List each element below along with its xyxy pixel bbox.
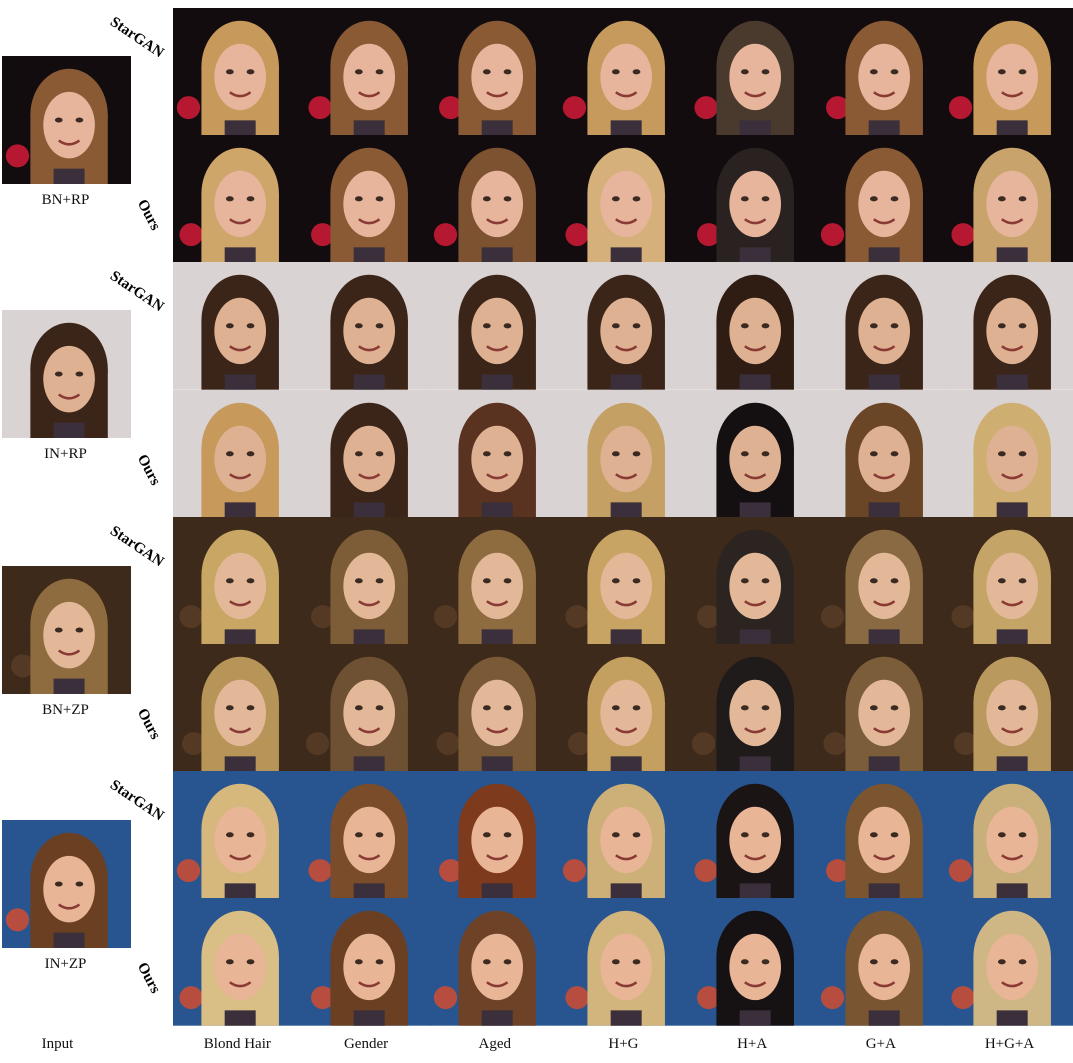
stargan-result-image — [816, 771, 946, 899]
row-label-ours: Ours — [133, 706, 164, 743]
ours-result-image — [430, 898, 560, 1027]
ours-result-image — [559, 898, 689, 1027]
stargan-result-image — [816, 516, 946, 645]
column-caption: G+A — [865, 1036, 896, 1052]
ours-result-image — [559, 135, 689, 263]
stargan-result-image — [945, 516, 1073, 645]
ours-result-image — [687, 135, 817, 263]
stargan-result-image — [559, 771, 689, 899]
stargan-result-image — [687, 771, 817, 899]
stargan-result-image — [301, 771, 431, 899]
stargan-result-image — [430, 8, 560, 136]
row-label-stargan: StarGAN — [107, 14, 167, 62]
ours-result-image — [945, 644, 1073, 772]
input-face-image — [2, 820, 131, 948]
ours-result-image — [173, 898, 303, 1027]
ours-result-image — [301, 135, 431, 263]
stargan-result-image — [430, 771, 560, 899]
row-label-ours: Ours — [133, 960, 164, 997]
ours-result-image — [816, 898, 946, 1027]
input-face-image — [2, 310, 131, 438]
column-caption: Blond Hair — [203, 1036, 271, 1052]
ours-result-image — [945, 389, 1073, 518]
row-label-ours: Ours — [133, 197, 164, 234]
column-caption: H+G — [608, 1036, 639, 1052]
stargan-result-image — [945, 262, 1073, 391]
ours-result-image — [173, 389, 303, 518]
stargan-result-image — [687, 262, 817, 391]
ours-result-image — [687, 898, 817, 1027]
stargan-result-image — [945, 8, 1073, 136]
stargan-result-image — [173, 771, 303, 899]
column-caption: H+A — [737, 1036, 768, 1052]
row-label-stargan: StarGAN — [107, 777, 167, 825]
stargan-result-image — [816, 8, 946, 136]
ours-result-image — [816, 135, 946, 263]
stargan-result-image — [559, 8, 689, 136]
setting-caption: IN+RP — [44, 446, 87, 462]
stargan-result-image — [559, 262, 689, 391]
ours-result-image — [301, 389, 431, 518]
stargan-result-image — [173, 516, 303, 645]
stargan-result-image — [430, 262, 560, 391]
setting-caption: BN+ZP — [42, 702, 89, 718]
setting-caption: BN+RP — [41, 192, 90, 208]
ours-result-image — [945, 135, 1073, 263]
ours-result-image — [301, 644, 431, 772]
input-caption: Input — [41, 1036, 74, 1052]
ours-result-image — [559, 389, 689, 518]
stargan-result-image — [430, 516, 560, 645]
ours-result-image — [945, 898, 1073, 1027]
ours-result-image — [816, 644, 946, 772]
stargan-result-image — [687, 8, 817, 136]
ours-result-image — [173, 135, 303, 263]
row-label-ours: Ours — [133, 451, 164, 488]
stargan-result-image — [173, 8, 303, 136]
stargan-result-image — [301, 516, 431, 645]
ours-result-image — [559, 644, 689, 772]
ours-result-image — [816, 389, 946, 518]
stargan-result-image — [559, 516, 689, 645]
ours-result-image — [687, 644, 817, 772]
stargan-result-image — [945, 771, 1073, 899]
ours-result-image — [430, 644, 560, 772]
column-caption: Aged — [478, 1036, 511, 1052]
input-face-image — [2, 566, 131, 694]
stargan-result-image — [301, 8, 431, 136]
input-face-image — [2, 56, 131, 184]
column-caption: Gender — [343, 1036, 389, 1052]
stargan-result-image — [816, 262, 946, 391]
ours-result-image — [430, 389, 560, 518]
ours-result-image — [301, 898, 431, 1027]
row-label-stargan: StarGAN — [107, 522, 167, 571]
setting-caption: IN+ZP — [44, 956, 87, 972]
stargan-result-image — [173, 262, 303, 391]
column-caption: H+G+A — [984, 1036, 1035, 1052]
ours-result-image — [687, 389, 817, 518]
stargan-result-image — [301, 262, 431, 391]
stargan-result-image — [687, 516, 817, 645]
ours-result-image — [430, 135, 560, 263]
ours-result-image — [173, 644, 303, 772]
